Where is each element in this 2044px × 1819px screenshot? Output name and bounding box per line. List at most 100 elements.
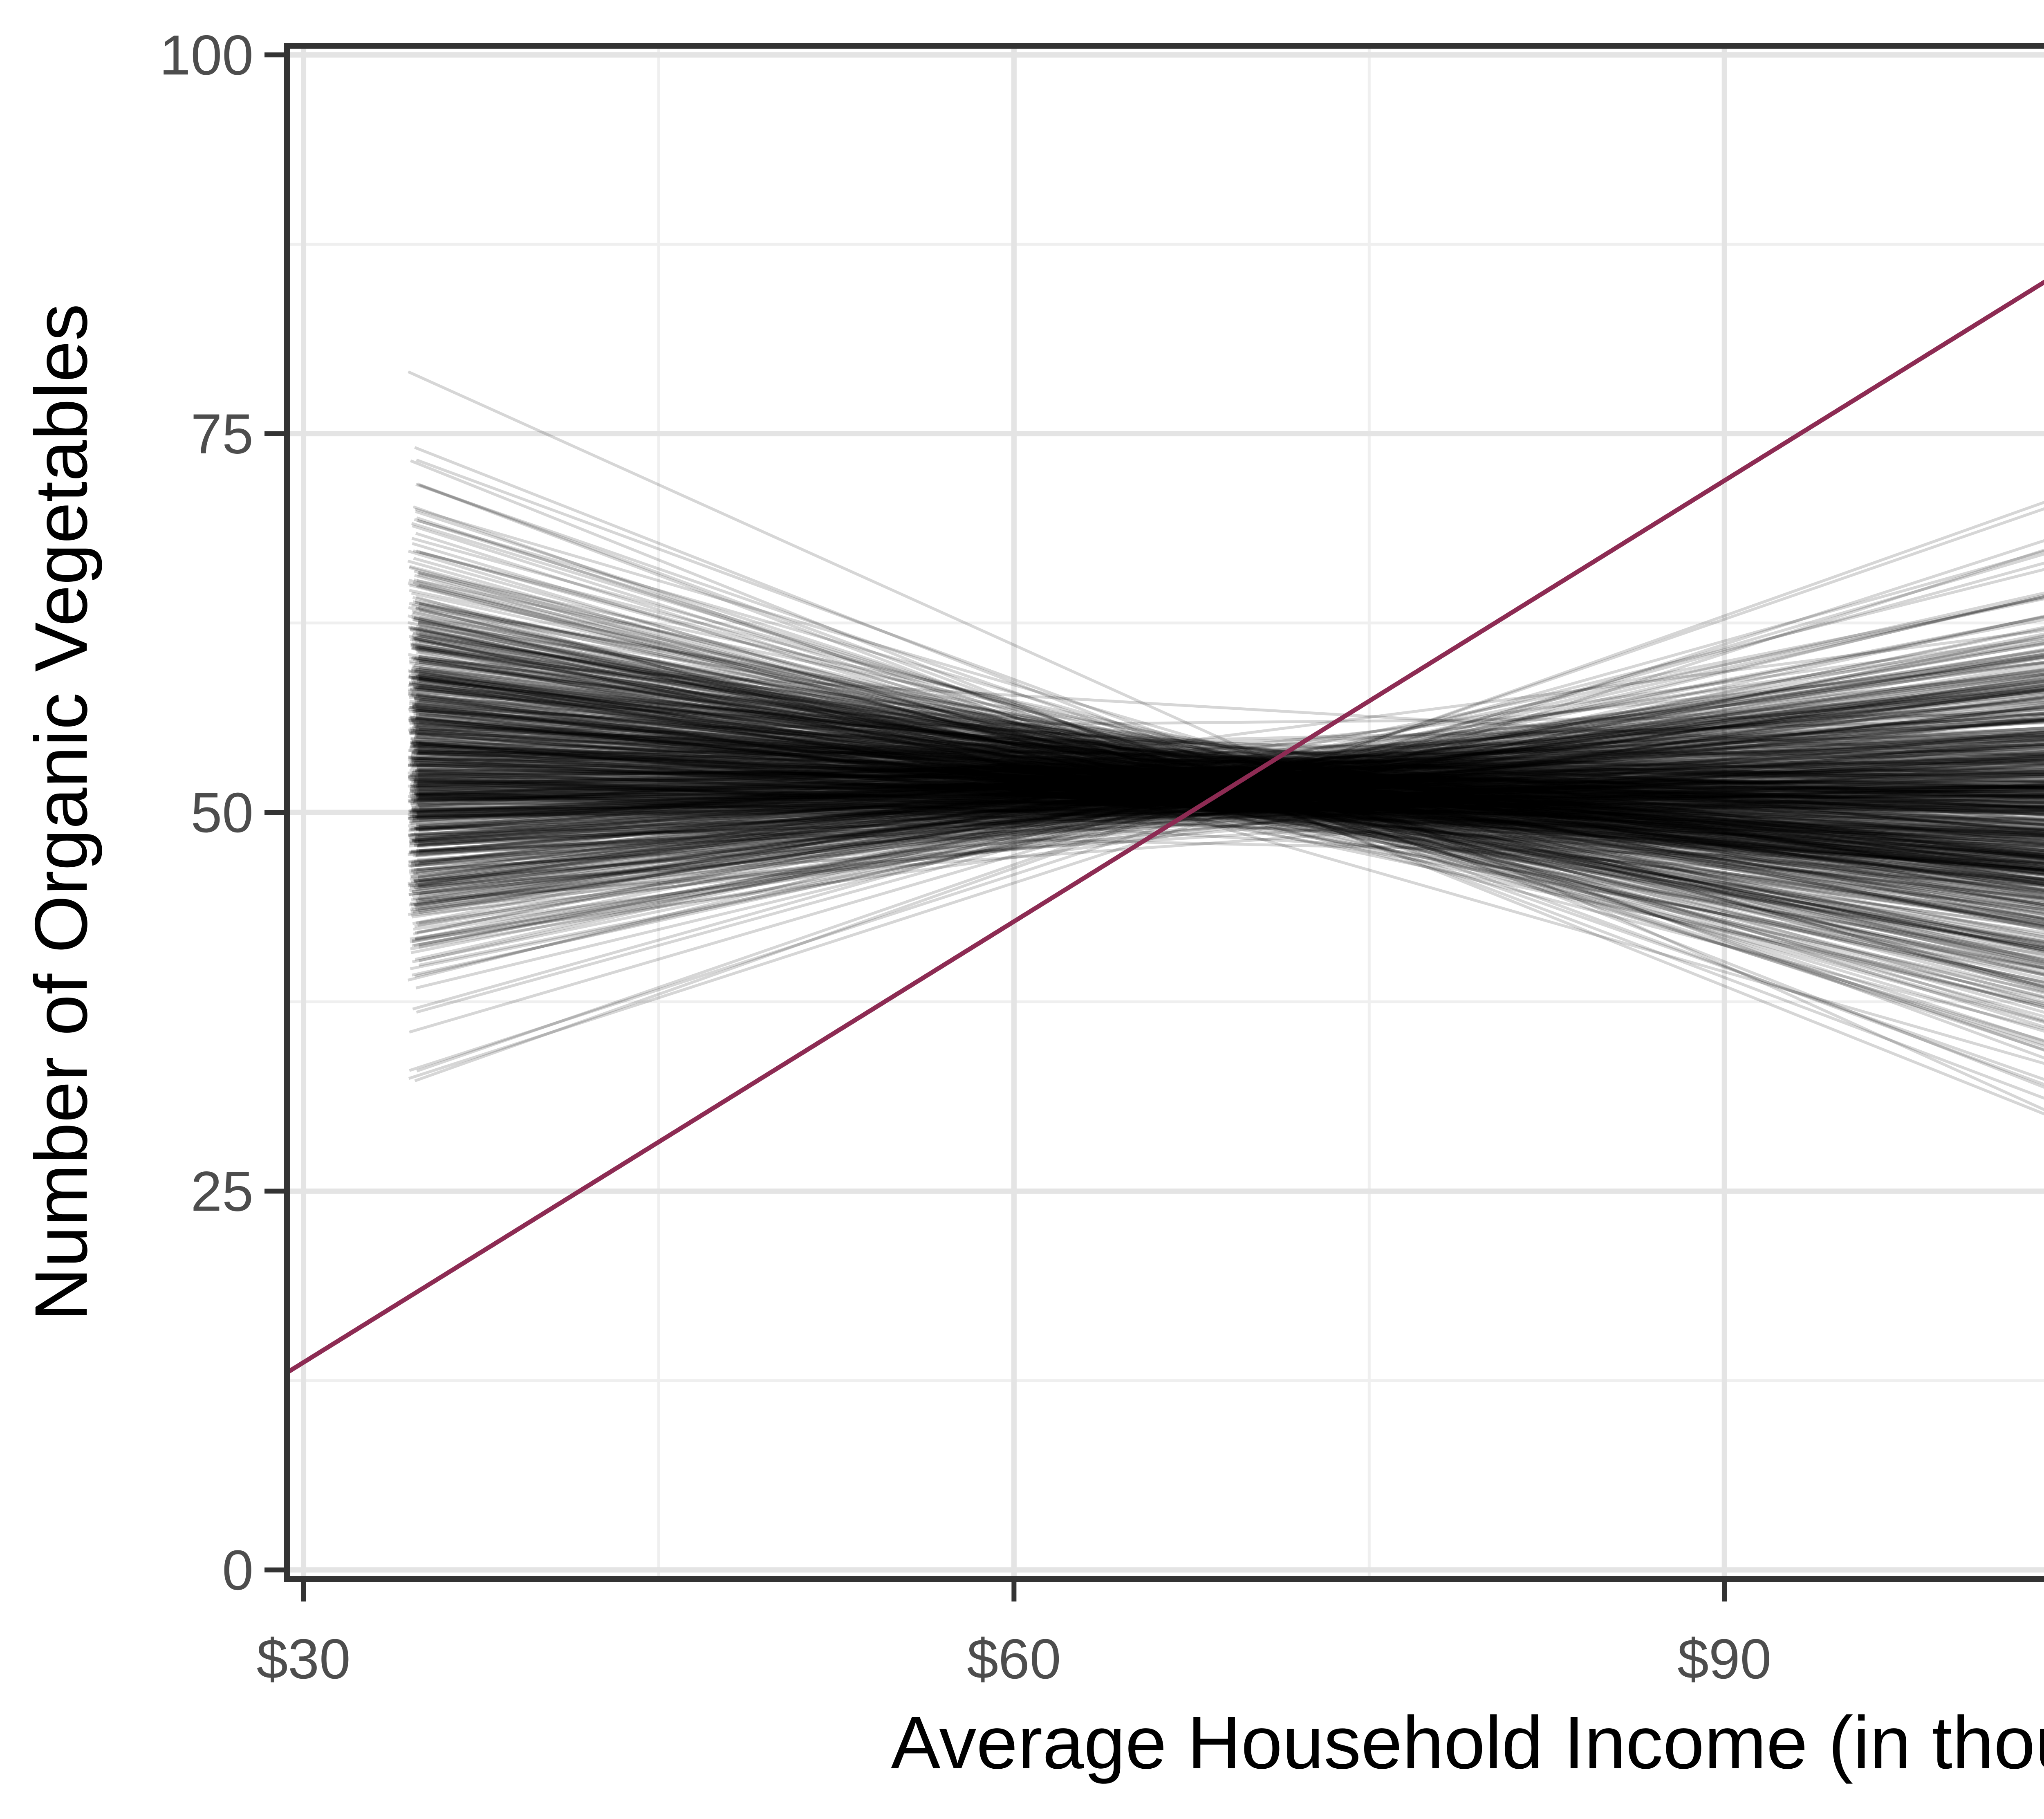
posterior-line (409, 796, 2044, 812)
posterior-line (413, 686, 2044, 855)
posterior-line (412, 644, 2044, 936)
posterior-line (412, 804, 2044, 817)
posterior-line (410, 741, 2044, 781)
posterior-line (413, 686, 2044, 828)
posterior-line (410, 732, 2044, 801)
posterior-line (411, 774, 2044, 854)
posterior-line (410, 760, 2044, 854)
posterior-line (416, 732, 2044, 863)
posterior-line (416, 747, 2044, 871)
posterior-line (411, 780, 2044, 813)
posterior-line (416, 767, 2044, 796)
posterior-line (412, 778, 2044, 784)
posterior-line (410, 628, 2044, 881)
posterior-line (408, 675, 2044, 949)
posterior-line (411, 615, 2044, 977)
posterior-line (412, 637, 2044, 866)
posterior-line (408, 775, 2044, 861)
posterior-line (408, 675, 2044, 906)
posterior-line (410, 679, 2044, 832)
posterior-line (413, 754, 2044, 863)
posterior-line (409, 792, 2044, 804)
posterior-line (411, 647, 2044, 951)
posterior-line (409, 752, 2044, 848)
posterior-line (408, 656, 2044, 906)
posterior-line (410, 640, 2044, 944)
posterior-line (416, 661, 2044, 832)
posterior-line (412, 733, 2044, 763)
posterior-line (415, 740, 2044, 799)
posterior-line (416, 712, 2044, 894)
posterior-line (414, 595, 2044, 978)
posterior-line (417, 653, 2044, 879)
posterior-line (408, 693, 2044, 861)
posterior-line (419, 770, 2044, 837)
posterior-line (408, 734, 2044, 837)
posterior-line (411, 776, 2044, 855)
posterior-line (414, 675, 2044, 928)
posterior-line (414, 754, 2044, 882)
posterior-line (415, 661, 2044, 874)
posterior-line (410, 669, 2044, 868)
posterior-line (415, 716, 2044, 884)
posterior-line (412, 641, 2044, 881)
posterior-line (410, 746, 2044, 845)
posterior-line (419, 688, 2044, 924)
posterior-line (411, 667, 2044, 852)
posterior-line (419, 731, 2044, 852)
posterior-line (418, 756, 2044, 808)
posterior-line (415, 769, 2044, 821)
posterior-line (409, 539, 2044, 1072)
posterior-line (418, 773, 2044, 780)
posterior-line (417, 729, 2044, 817)
posterior-line (412, 505, 2044, 1081)
posterior-line (419, 769, 2044, 831)
posterior-line (415, 713, 2044, 830)
posterior-line (410, 691, 2044, 865)
posterior-line (415, 673, 2044, 911)
posterior-line (409, 694, 2044, 930)
posterior-line (408, 626, 2044, 952)
posterior-line (417, 767, 2044, 801)
posterior-line (415, 795, 2044, 799)
posterior-line (413, 782, 2044, 832)
posterior-line (415, 532, 2044, 1048)
posterior-line (410, 674, 2044, 878)
posterior-line (410, 738, 2044, 817)
posterior-line (410, 644, 2044, 948)
posterior-line (409, 755, 2044, 814)
posterior-line (413, 693, 2044, 843)
posterior-line (415, 645, 2044, 877)
posterior-line (413, 722, 2044, 872)
posterior-line (409, 706, 2044, 872)
posterior-line (413, 597, 2044, 935)
posterior-line (411, 754, 2044, 865)
posterior-line (414, 744, 2044, 843)
posterior-line (414, 753, 2044, 785)
posterior-line (412, 685, 2044, 970)
posterior-line (410, 740, 2044, 841)
posterior-line (417, 668, 2044, 888)
posterior-line (412, 638, 2044, 900)
posterior-line (411, 752, 2044, 796)
posterior-line (418, 770, 2044, 816)
posterior-line (414, 574, 2044, 1024)
posterior-line (411, 740, 2044, 872)
posterior-line (413, 637, 2044, 994)
posterior-line (416, 725, 2044, 874)
posterior-line (411, 754, 2044, 864)
posterior-line (413, 763, 2044, 820)
posterior-line (410, 689, 2044, 879)
posterior-line (411, 592, 2044, 953)
posterior-line (413, 787, 2044, 819)
posterior-line (416, 753, 2044, 856)
posterior-line (411, 675, 2044, 888)
posterior-line (412, 761, 2044, 803)
posterior-line (412, 632, 2044, 906)
posterior-line (417, 790, 2044, 816)
posterior-line (419, 766, 2044, 803)
posterior-line (418, 795, 2044, 800)
posterior-line (416, 650, 2044, 1000)
posterior-line (410, 778, 2044, 815)
